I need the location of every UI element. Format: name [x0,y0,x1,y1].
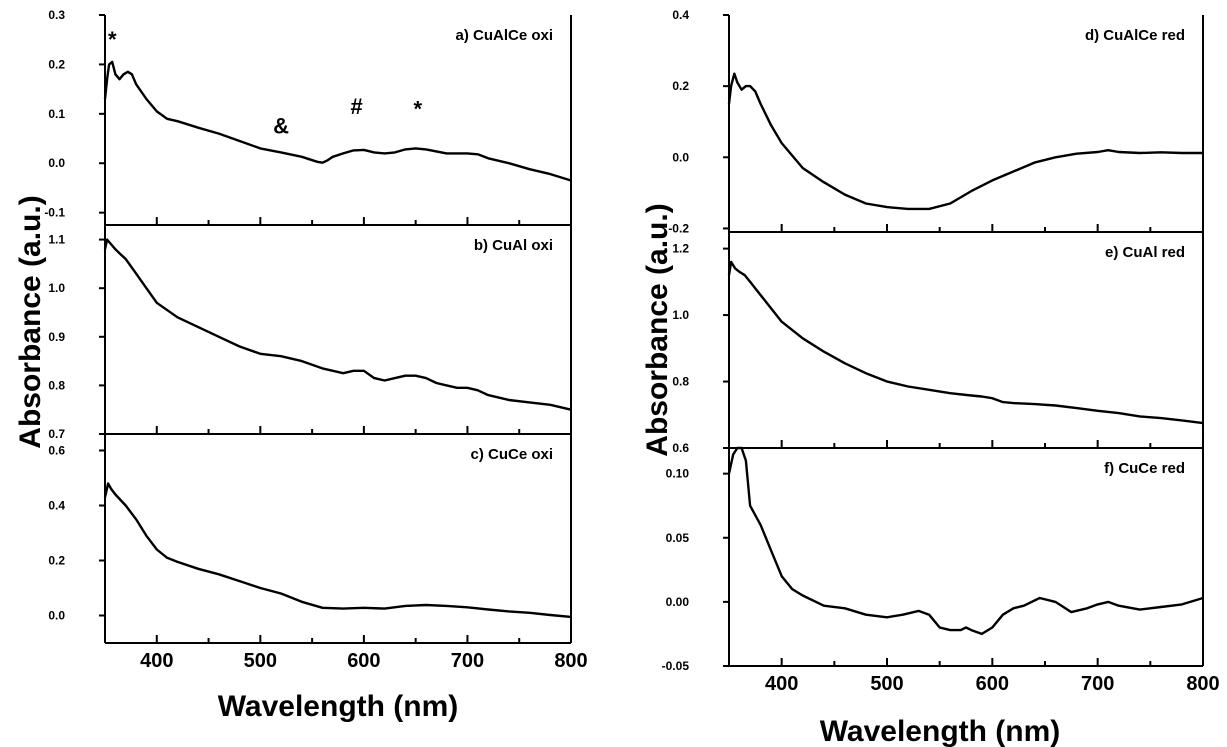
y-tick-label: 0.6 [48,444,65,458]
y-tick-label: 1.0 [672,308,689,322]
x-tick-label: 800 [554,650,587,672]
y-tick-label: 0.0 [48,156,65,170]
series-line [727,260,1204,425]
annotation: * [108,27,117,52]
x-tick-label: 700 [451,650,484,672]
x-tick-label: 600 [347,650,380,672]
series-line [103,482,572,619]
y-tick-label: 0.0 [48,609,65,623]
x-tick-label: 600 [976,673,1009,695]
annotation: & [273,114,289,139]
panel-e: 0.6 0.8 1.0 1.2 e) CuAl red [672,232,1204,455]
y-tick-label: 0.1 [48,107,65,121]
y-tick-label: 0.8 [672,375,689,389]
y-tick-label: 1.1 [48,233,65,247]
right-x-axis-title: Wavelength (nm) [820,715,1061,747]
x-tick-label: 400 [140,650,173,672]
x-tick-label: 400 [765,673,798,695]
x-tick-label: 500 [244,650,277,672]
x-tick-label: 500 [870,673,903,695]
panel-b: 0.7 0.8 0.9 1.0 1.1 b) CuAl oxi [48,225,572,441]
y-tick-label: 0.4 [48,499,65,513]
panel-f: -0.05 0.00 0.05 0.10 400 500 600 700 800 f) CuCe … [662,446,1220,695]
panel-d: -0.2 0.0 0.2 0.4 d) CuAlCe red [668,8,1204,235]
y-tick-label: 0.6 [672,441,689,455]
panel-label: f) CuCe red [1104,460,1185,477]
panel-label: a) CuAlCe oxi [455,27,553,44]
left-x-axis-title: Wavelength (nm) [218,690,459,723]
y-tick-label: 0.00 [666,595,690,609]
y-tick-label: 0.2 [672,79,689,93]
annotation: # [351,94,363,119]
y-tick-label: 0.0 [672,150,689,164]
panel-label: e) CuAl red [1105,244,1185,261]
series-line [103,60,572,182]
x-tick-label: 700 [1081,673,1114,695]
y-tick-label: -0.05 [662,659,690,673]
panel-c: 0.0 0.2 0.4 0.6 400 500 600 700 800 c) CuCe oxi [48,434,588,672]
y-tick-label: 1.0 [48,281,65,295]
x-tick-label: 800 [1186,673,1219,695]
panel-label: d) CuAlCe red [1085,27,1185,44]
left-y-axis-title: Absorbance (a.u.) [14,195,47,448]
y-tick-label: 0.9 [48,330,65,344]
y-tick-label: 0.3 [48,8,65,22]
series-line [103,238,572,411]
y-tick-label: -0.1 [44,206,65,220]
series-line [727,72,1203,211]
y-tick-label: 0.10 [666,467,690,481]
y-tick-label: 1.2 [672,242,689,256]
panel-label: c) CuCe oxi [470,446,553,463]
y-tick-label: 0.2 [48,554,65,568]
panel-a: -0.1 0.0 0.1 0.2 0.3 a) CuAlCe oxi * & # * [44,8,572,226]
panels: -0.10.00.10.20.3a) CuAlCe oxi*&# *0.70.80… [44,8,1219,695]
panel-label: b) CuAl oxi [474,237,553,254]
y-tick-label: -0.2 [668,221,689,235]
y-tick-label: 0.7 [48,427,65,441]
annotation: * [413,96,422,121]
y-tick-label: 0.2 [48,57,65,71]
right-y-axis-title: Absorbance (a.u.) [641,203,674,456]
y-tick-label: 0.4 [672,8,689,22]
y-tick-label: 0.05 [666,531,690,545]
series-line [727,446,1204,636]
y-tick-label: 0.8 [48,378,65,392]
